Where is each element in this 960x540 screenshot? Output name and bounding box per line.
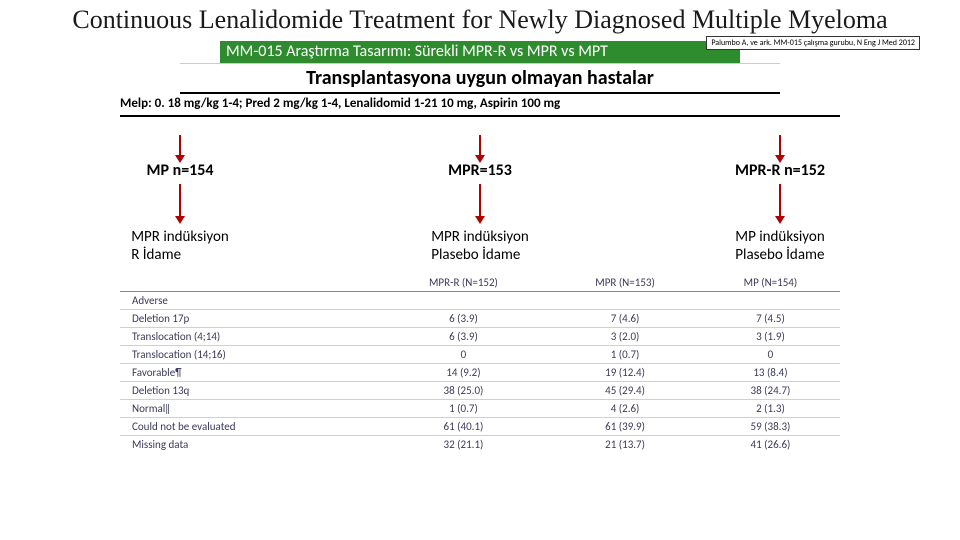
cell: 38 (25.0) [378,381,550,399]
arrow-down-icon [779,184,781,218]
cell: 13 (8.4) [701,363,840,381]
cell: 41 (26.6) [701,435,840,453]
cell: 61 (39.9) [549,417,701,435]
cell: 14 (9.2) [378,363,550,381]
row-label: Adverse [120,291,378,309]
arm-description: MP indüksiyonPlasebo İdame [735,228,824,264]
cell: 7 (4.6) [549,309,701,327]
page-title: Continuous Lenalidomide Treatment for Ne… [0,4,960,35]
cytogenetics-table: MPR-R (N=152) MPR (N=153) MP (N=154) Adv… [120,274,840,453]
cell: 0 [701,345,840,363]
arrow-down-icon [479,135,481,157]
row-label: Translocation (4;14) [120,327,378,345]
col-label [120,274,378,292]
arm-label: MP n=154 [147,161,214,180]
table-row: Could not be evaluated61 (40.1)61 (39.9)… [120,417,840,435]
row-label: Favorable¶ [120,363,378,381]
col-mpr-r: MPR-R (N=152) [378,274,550,292]
arrow-down-icon [179,135,181,157]
cell: 45 (29.4) [549,381,701,399]
arm-label: MPR-R n=152 [735,161,825,180]
row-label: Deletion 13q [120,381,378,399]
table-row: Deletion 13q38 (25.0)45 (29.4)38 (24.7) [120,381,840,399]
col-mpr: MPR (N=153) [549,274,701,292]
table-row: Translocation (4;14)6 (3.9)3 (2.0)3 (1.9… [120,327,840,345]
cell: 38 (24.7) [701,381,840,399]
table-row: Favorable¶14 (9.2)19 (12.4)13 (8.4) [120,363,840,381]
study-design-header: MM-015 Araştırma Tasarımı: Sürekli MPR-R… [220,41,740,63]
table-row: Adverse [120,291,840,309]
table-header-row: MPR-R (N=152) MPR (N=153) MP (N=154) [120,274,840,292]
cell [549,291,701,309]
cell: 3 (2.0) [549,327,701,345]
cell: 7 (4.5) [701,309,840,327]
table-row: Missing data32 (21.1)21 (13.7)41 (26.6) [120,435,840,453]
arrow-down-icon [479,184,481,218]
cell: 32 (21.1) [378,435,550,453]
arm-description: MPR indüksiyonR İdame [131,228,229,264]
arm-description: MPR indüksiyonPlasebo İdame [431,228,529,264]
citation-box: Palumbo A, ve ark. MM-015 çalışma gurubu… [706,36,920,50]
row-label: Deletion 17p [120,309,378,327]
row-label: Could not be evaluated [120,417,378,435]
row-label: Translocation (14;16) [120,345,378,363]
cell: 61 (40.1) [378,417,550,435]
arm-mp: MP n=154 MPR indüksiyonR İdame [80,131,280,264]
arm-mpr-r: MPR-R n=152 MP indüksiyonPlasebo İdame [680,131,880,264]
cell: 2 (1.3) [701,399,840,417]
arrow-down-icon [179,184,181,218]
cell: 21 (13.7) [549,435,701,453]
arrow-down-icon [779,135,781,157]
cell: 6 (3.9) [378,309,550,327]
col-mp: MP (N=154) [701,274,840,292]
arm-label: MPR=153 [448,161,512,180]
cell: 1 (0.7) [378,399,550,417]
cell [701,291,840,309]
dosing-line: Melp: 0. 18 mg/kg 1-4; Pred 2 mg/kg 1-4,… [120,94,840,117]
cell: 1 (0.7) [549,345,701,363]
cell: 3 (1.9) [701,327,840,345]
row-label: Normal‖ [120,399,378,417]
study-arms: MP n=154 MPR indüksiyonR İdame MPR=153 M… [30,131,930,264]
cell: 6 (3.9) [378,327,550,345]
table-row: Deletion 17p6 (3.9)7 (4.6)7 (4.5) [120,309,840,327]
table-row: Translocation (14;16)01 (0.7)0 [120,345,840,363]
table-row: Normal‖1 (0.7)4 (2.6)2 (1.3) [120,399,840,417]
arm-mpr: MPR=153 MPR indüksiyonPlasebo İdame [380,131,580,264]
cell: 0 [378,345,550,363]
cell: 59 (38.3) [701,417,840,435]
cell: 4 (2.6) [549,399,701,417]
population-header: Transplantasyona uygun olmayan hastalar [180,63,780,94]
cell [378,291,550,309]
cell: 19 (12.4) [549,363,701,381]
row-label: Missing data [120,435,378,453]
